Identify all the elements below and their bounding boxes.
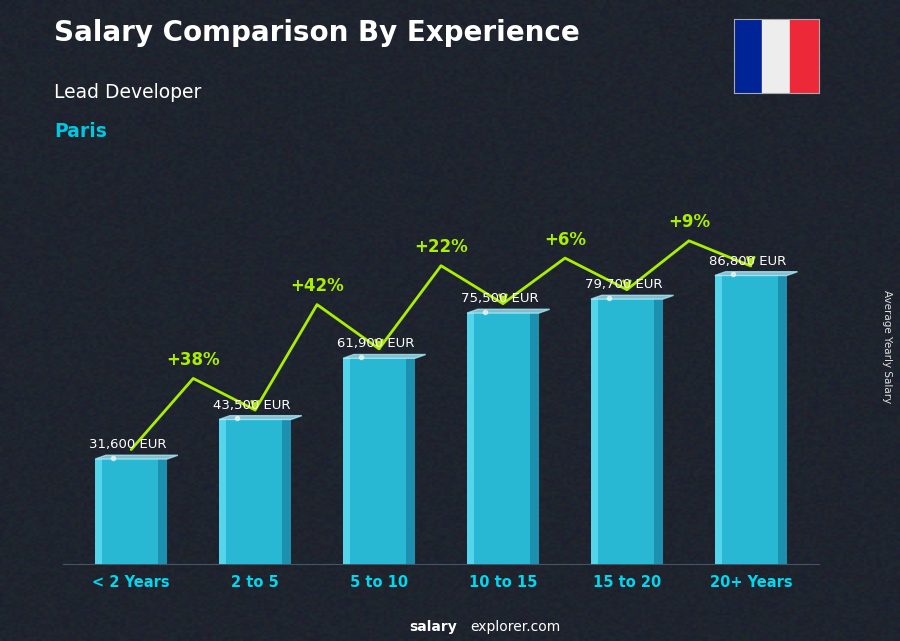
Bar [715, 276, 722, 564]
Text: salary: salary [410, 620, 457, 635]
Bar [762, 19, 790, 93]
Bar [591, 299, 599, 564]
Bar [158, 459, 167, 564]
Text: 75,500 EUR: 75,500 EUR [461, 292, 538, 305]
Bar [95, 459, 167, 564]
Bar [406, 358, 415, 564]
Text: +42%: +42% [290, 277, 344, 295]
Text: 86,800 EUR: 86,800 EUR [708, 254, 786, 267]
Text: +22%: +22% [414, 238, 468, 256]
Bar [220, 419, 226, 564]
Bar [734, 19, 762, 93]
Polygon shape [591, 296, 673, 299]
Bar [343, 358, 415, 564]
Bar [95, 459, 103, 564]
Bar [715, 276, 787, 564]
Text: +9%: +9% [668, 213, 710, 231]
Bar [530, 313, 539, 564]
Text: explorer.com: explorer.com [471, 620, 561, 635]
Bar [283, 419, 291, 564]
Polygon shape [467, 309, 550, 313]
Text: Average Yearly Salary: Average Yearly Salary [881, 290, 892, 403]
Text: 43,500 EUR: 43,500 EUR [212, 399, 291, 412]
Bar [591, 299, 662, 564]
Polygon shape [95, 455, 178, 459]
Bar [654, 299, 662, 564]
Text: 79,700 EUR: 79,700 EUR [585, 278, 662, 291]
Text: +6%: +6% [544, 231, 586, 249]
Text: Lead Developer: Lead Developer [54, 83, 202, 103]
Bar [467, 313, 474, 564]
Bar [790, 19, 819, 93]
Bar [220, 419, 291, 564]
Polygon shape [343, 354, 426, 358]
Text: 31,600 EUR: 31,600 EUR [89, 438, 166, 451]
Polygon shape [715, 272, 797, 276]
Text: Paris: Paris [54, 122, 107, 141]
Text: +38%: +38% [166, 351, 220, 369]
Bar [343, 358, 350, 564]
Text: 61,900 EUR: 61,900 EUR [337, 337, 414, 351]
Bar [467, 313, 539, 564]
Polygon shape [220, 415, 302, 419]
Text: Salary Comparison By Experience: Salary Comparison By Experience [54, 19, 580, 47]
Bar [778, 276, 787, 564]
